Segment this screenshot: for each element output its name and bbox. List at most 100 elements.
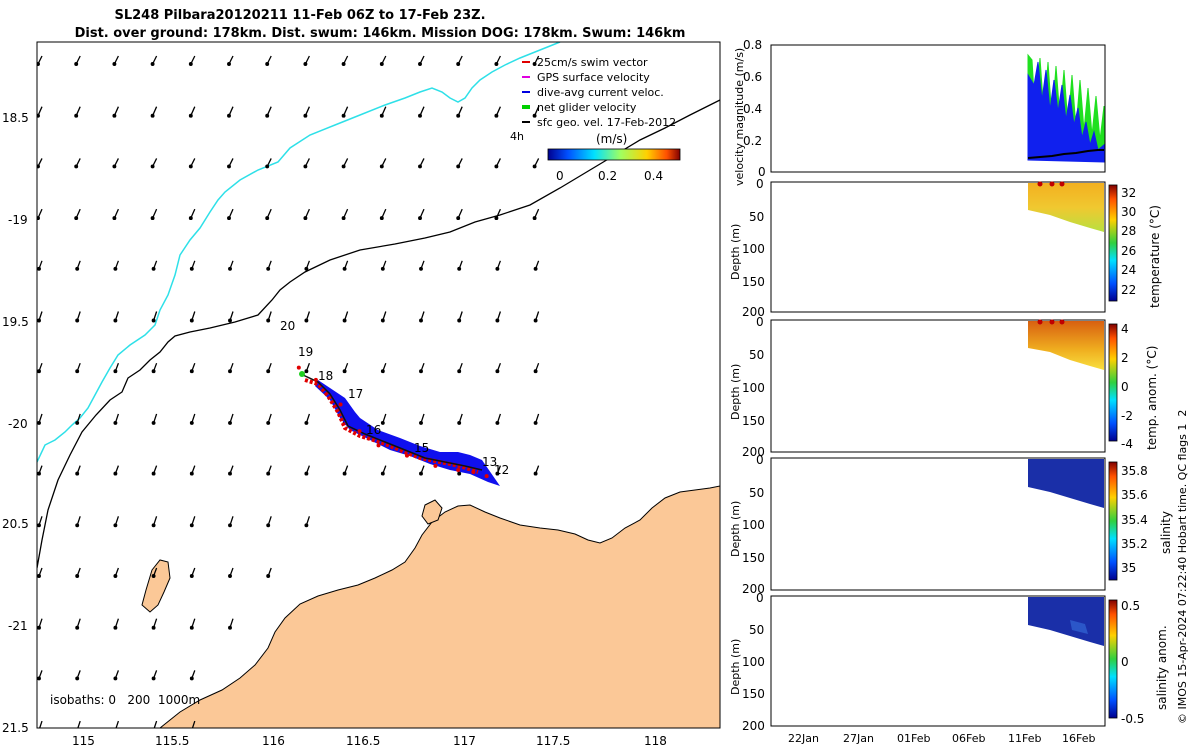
vector-arrow-head — [188, 216, 193, 221]
vector-arrow-head — [457, 471, 462, 476]
vector-arrow-head — [38, 729, 41, 732]
vector-arrow-head — [112, 62, 117, 66]
vel-ytick: 0.4 — [743, 102, 762, 116]
vector-arrow-head — [532, 164, 537, 169]
time-tick: 06Feb — [952, 732, 985, 745]
vector-arrow-head — [419, 266, 423, 271]
vector-arrow-head — [342, 369, 347, 374]
sa-ylabel: Depth (m) — [729, 639, 742, 695]
vector-arrow-head — [74, 62, 79, 66]
sal-ylabel: Depth (m) — [729, 501, 742, 557]
sal-cbtick: 35.2 — [1121, 537, 1148, 551]
track-point — [484, 474, 489, 479]
vector-arrow-head — [112, 113, 117, 118]
temp-anom-section — [1028, 321, 1104, 370]
temp-cbtick: 32 — [1121, 186, 1136, 200]
sal-cbtick: 35 — [1121, 561, 1136, 575]
vector-arrow-head — [419, 369, 423, 374]
temperature-panel: 0 50 100 150 200 Depth (m) 32 30 28 26 2… — [729, 177, 1162, 319]
temp-cbtick: 22 — [1121, 283, 1136, 297]
map-xtick: 116 — [262, 734, 285, 748]
vector-arrow-head — [380, 471, 385, 476]
temp-colorbar — [1108, 184, 1118, 302]
time-tick: 22Jan — [788, 732, 819, 745]
ta-ylabel: Depth (m) — [729, 364, 742, 420]
vector-arrow-head — [151, 625, 156, 630]
temp-ytick: 150 — [742, 275, 765, 289]
vector-arrow-head — [495, 420, 500, 425]
vector-arrow-head — [265, 113, 270, 118]
vel-ytick: 0.2 — [743, 134, 762, 148]
sa-ytick: 200 — [742, 719, 765, 733]
series-sfc-geo — [1027, 149, 1104, 159]
vector-arrow-head — [532, 62, 537, 66]
sal-colorbar — [1108, 461, 1118, 581]
legend-label: sfc geo. vel. 17-Feb-2012 — [537, 116, 676, 129]
vector-arrow-head — [75, 369, 80, 374]
temp-cbtick: 26 — [1121, 244, 1136, 258]
vector-arrow-head — [533, 318, 538, 323]
sal-ytick: 150 — [742, 551, 765, 565]
track-point — [456, 467, 461, 472]
island — [141, 559, 171, 613]
vector-arrow-head — [495, 369, 500, 374]
vector-arrow-head — [227, 164, 231, 169]
day-label-13: 13 — [482, 455, 497, 469]
vector-arrow-head — [188, 164, 193, 169]
vector-arrow-head — [341, 216, 346, 221]
vector-arrow-head — [303, 62, 308, 66]
footer-note: © IMOS 15-Apr-2024 07:22:40 Hobart time.… — [1176, 410, 1189, 724]
day-label-16: 16 — [366, 423, 381, 437]
day-label-20: 20 — [280, 319, 295, 333]
vector-arrow-head — [75, 420, 80, 425]
map-ytick: 20.5 — [2, 517, 29, 531]
vector-arrow-head — [494, 113, 499, 118]
sal-ytick: 0 — [756, 453, 764, 467]
vector-arrow-head — [380, 420, 385, 425]
vector-arrow-head — [74, 113, 79, 118]
vector-arrow-head — [419, 471, 423, 476]
salinity-panel: 0 50 100 150 200 Depth (m) 35.8 35.6 35.… — [729, 453, 1173, 596]
sal-ytick: 50 — [749, 486, 764, 500]
sal-anom-section — [1028, 597, 1104, 646]
vector-arrow-head — [75, 676, 80, 681]
ta-max-dot — [1037, 319, 1043, 325]
ta-cbtick: -4 — [1121, 437, 1133, 451]
vector-arrow-head — [227, 62, 231, 66]
vector-arrow-head — [189, 420, 194, 425]
map-ytick: 19.5 — [2, 315, 29, 329]
vector-arrow-head — [75, 523, 80, 528]
time-label: 4h — [510, 130, 524, 143]
sa-cbtick: -0.5 — [1121, 712, 1144, 726]
vector-arrow-head — [418, 164, 422, 169]
ta-max-dot — [1049, 319, 1055, 325]
legend-label: 25cm/s swim vector — [537, 56, 648, 69]
time-tick: 01Feb — [897, 732, 930, 745]
velocity-panel: 0.8 0.6 0.4 0.2 0 velocity magnitude (m/… — [733, 38, 1106, 186]
sal-cbtick: 35.8 — [1121, 464, 1148, 478]
vector-arrow-head — [151, 318, 156, 323]
vector-arrow-head — [150, 164, 155, 169]
track-point — [376, 443, 381, 448]
isobath-1000 — [37, 42, 561, 463]
colorbar-tick: 0.2 — [598, 169, 617, 183]
vector-arrow-head — [228, 574, 232, 578]
track-start — [299, 371, 305, 377]
sal-anom-panel: 0 50 100 150 200 Depth (m) 0.5 0 -0.5 sa… — [729, 591, 1169, 745]
vector-arrow-head — [379, 216, 384, 221]
vel-ytick: 0.8 — [743, 38, 762, 52]
vector-arrow-head — [341, 164, 346, 169]
vector-arrow-head — [303, 216, 308, 221]
map-x-ticks: 115 115.5 116 116.5 117 117.5 118 — [72, 734, 667, 748]
sa-ytick: 100 — [742, 655, 765, 669]
vector-arrow-head — [113, 625, 118, 630]
vector-arrow-head — [151, 369, 156, 374]
glider-track — [296, 365, 500, 486]
vector-arrow-head — [37, 676, 41, 681]
vector-arrow-head — [494, 164, 499, 169]
vector-arrow-head — [188, 113, 193, 118]
colorbar-speed — [547, 148, 681, 161]
colorbar-tick: 0 — [556, 169, 564, 183]
vector-arrow-head — [189, 266, 194, 271]
